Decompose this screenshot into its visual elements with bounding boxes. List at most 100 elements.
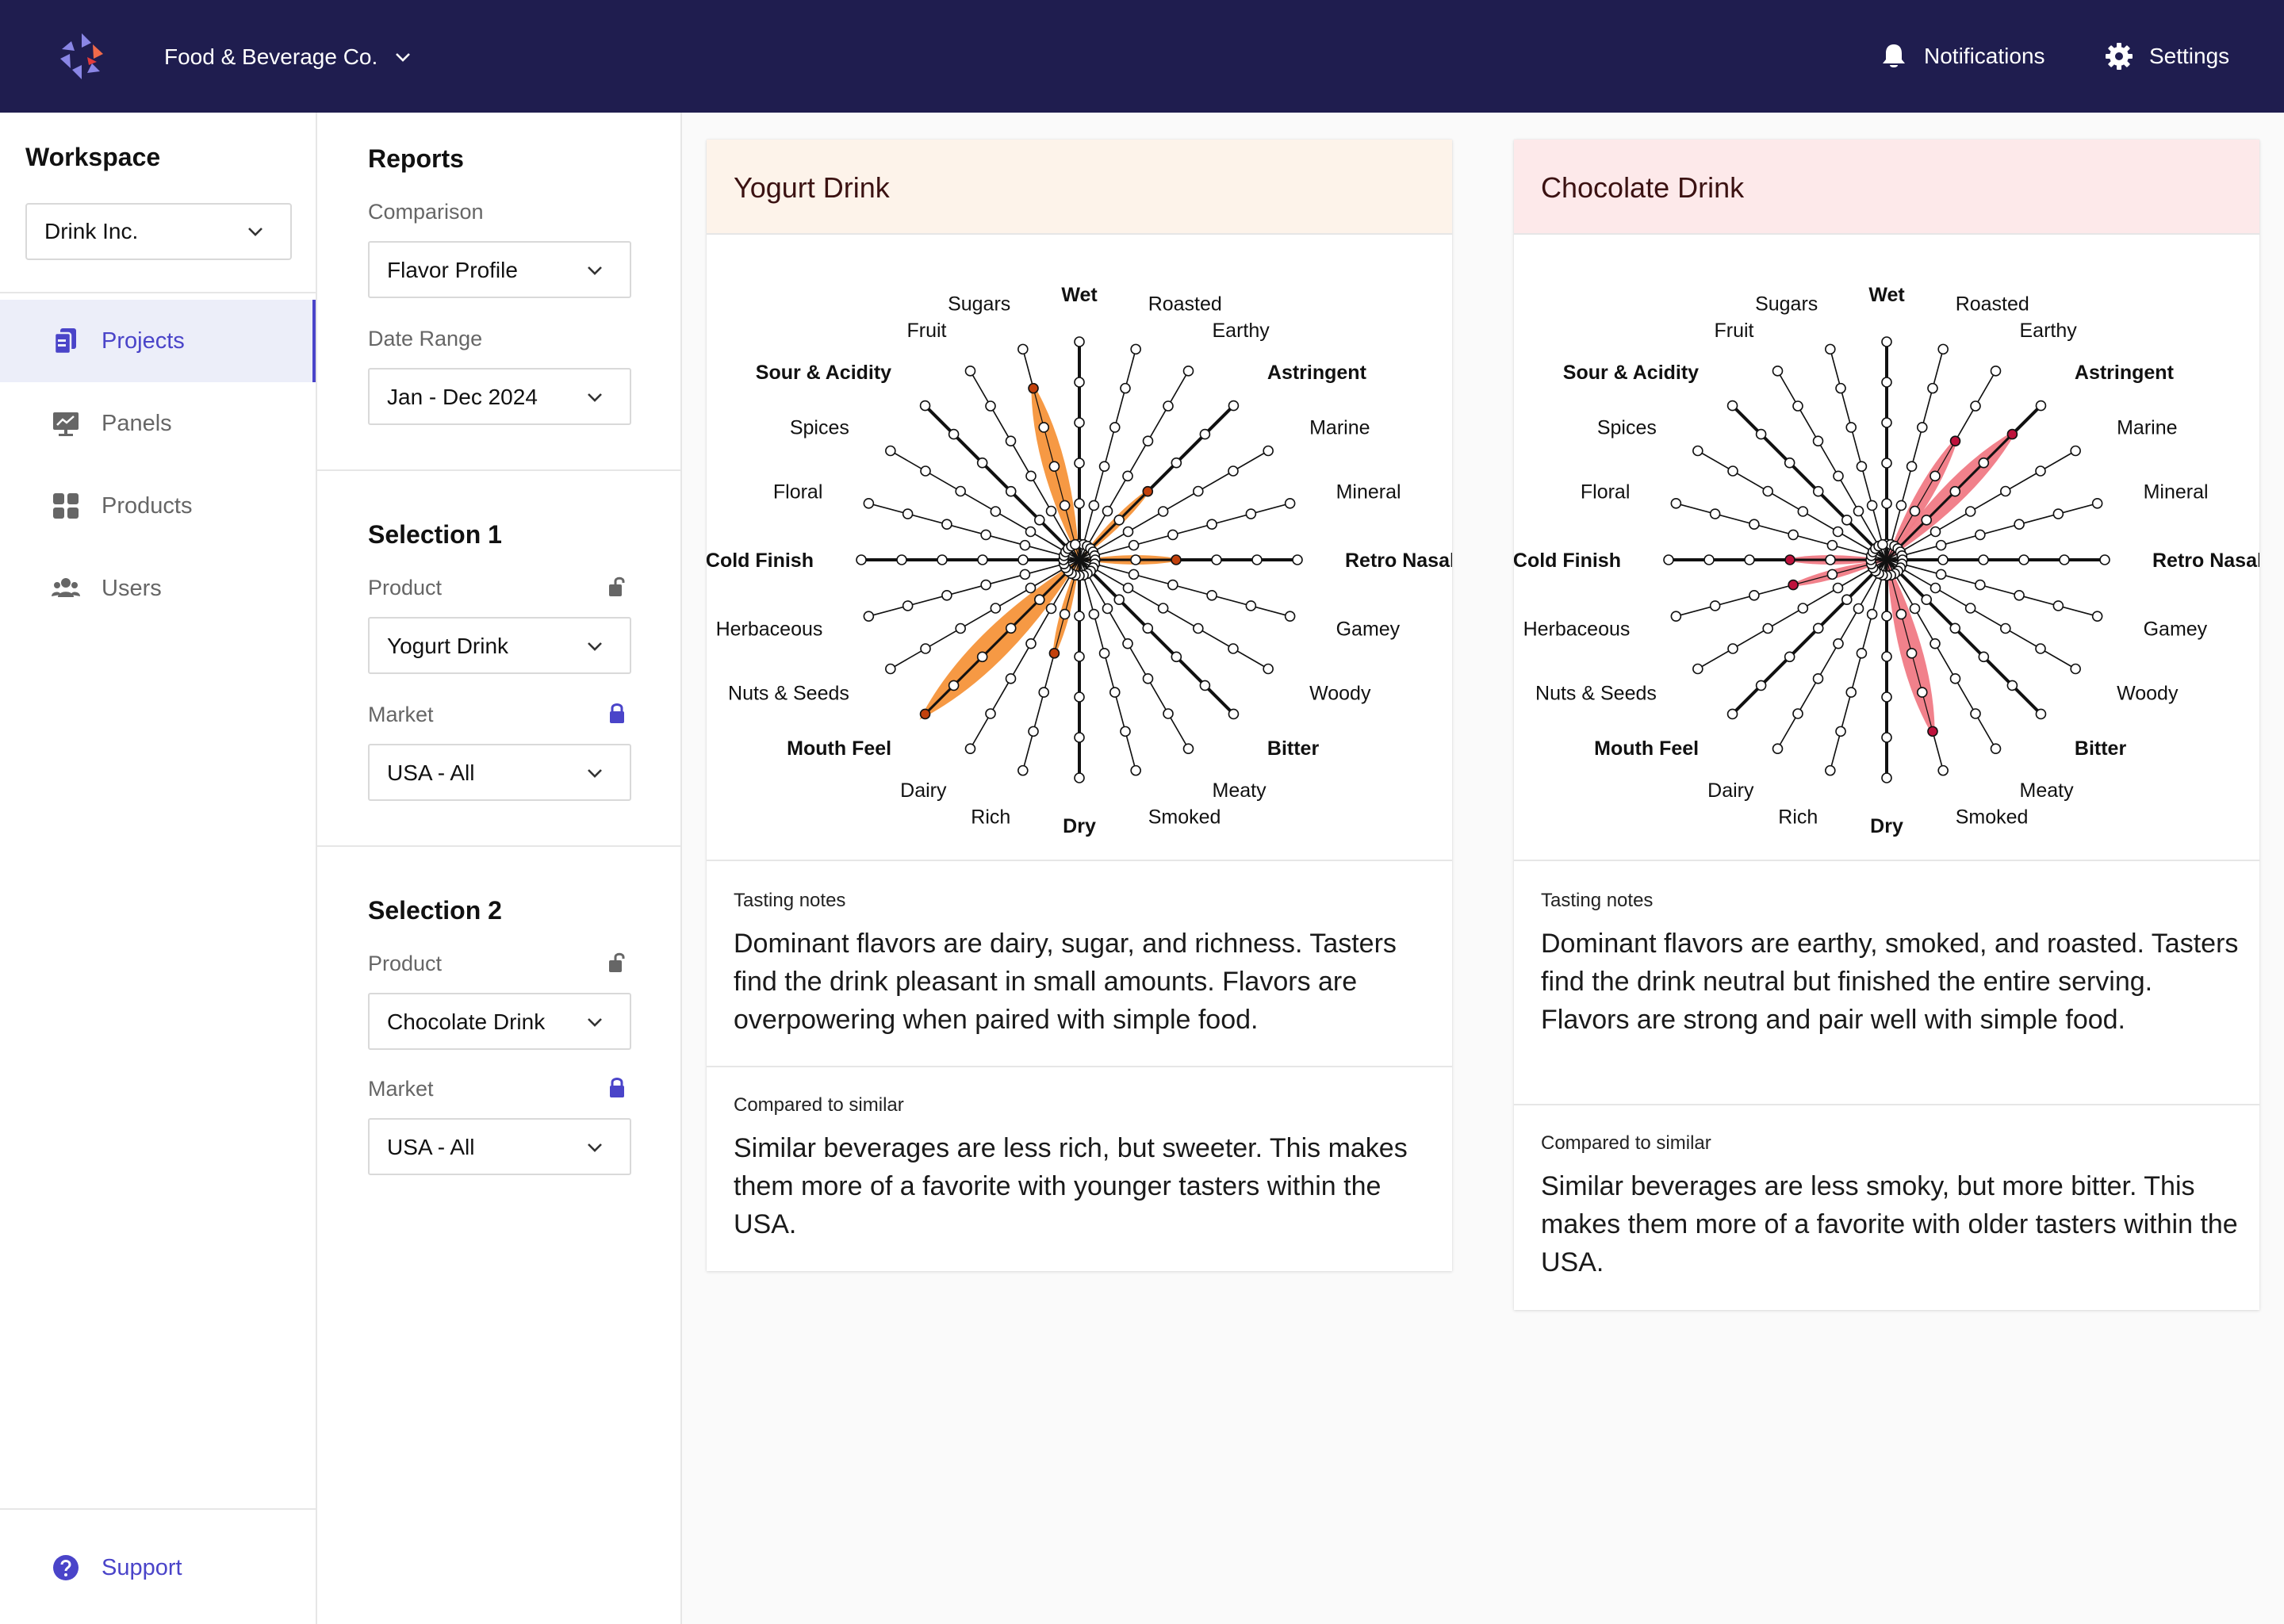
chevron-down-icon [588,1018,602,1027]
radar-scale-point [856,554,867,565]
sidebar-item-products[interactable]: Products [0,465,316,547]
radar-scale-point [1975,579,1986,591]
selection-1-market-select[interactable]: USA - All [368,744,631,801]
radar-scale-point [1122,582,1134,594]
radar-scale-point [976,651,988,663]
radar-category-label: Herbaceous [1523,619,1631,641]
radar-scale-point [990,506,1002,517]
tasting-notes-label: Tasting notes [1541,890,1654,911]
radar-scale-point [1709,600,1721,611]
radar-category-label: Cold Finish [1514,550,1621,572]
radar-scale-point [1098,461,1110,472]
radar-category-label: Sour & Acidity [1563,362,1699,384]
selection-2-product-value: Chocolate Drink [387,1009,546,1034]
radar-scale-point [1909,505,1921,517]
radar-scale-point [1211,554,1222,565]
radar-category-label: Mineral [1336,481,1401,503]
tasting-notes-text: Dominant flavors are dairy, sugar, and r… [734,929,1397,1035]
sidebar-item-users[interactable]: Users [0,547,316,630]
chevron-down-icon [588,642,602,651]
radar-scale-point [1142,673,1154,684]
radar-scale-point [1074,377,1085,388]
divider [707,1066,1452,1067]
radar-scale-point [1755,428,1767,440]
radar-scale-point [1744,554,1755,565]
radar-category-label: Nuts & Seeds [1535,683,1657,705]
radar-scale-point [1228,643,1239,654]
radar-scale-point [1835,382,1846,394]
radar-scale-point [1005,622,1017,634]
notifications-button[interactable]: Notifications [1878,38,2045,75]
radar-scale-point [863,611,875,622]
radar-scale-point [1670,611,1682,622]
radar-scale-point [1120,382,1131,394]
radar-scale-point [1726,400,1738,412]
company-logo-icon[interactable] [56,30,108,82]
unlock-icon[interactable] [604,574,630,599]
radar-category-label: Smoked [1956,806,2029,829]
organization-chevron-down-icon[interactable] [392,46,414,68]
radar-scale-point [1812,622,1824,634]
radar-scale-point [1833,470,1844,482]
radar-scale-point [985,708,996,719]
lock-icon[interactable] [604,1075,630,1101]
radar-category-label: Bitter [2075,737,2127,760]
selection-2-market-select[interactable]: USA - All [368,1118,631,1175]
radar-scale-point [1128,539,1140,551]
radar-scale-point [2035,465,2046,477]
radar-scale-point [1937,554,1949,565]
radar-category-label: Herbaceous [716,619,823,641]
radar-scale-point [1692,445,1703,457]
lock-icon[interactable] [604,701,630,726]
radar-scale-point [1163,400,1174,412]
radar-scale-point [1070,538,1081,550]
radar-scale-point [1949,622,1961,634]
radar-scale-point [1792,708,1803,719]
radar-scale-point [1074,611,1085,622]
reports-title: Reports [368,144,464,173]
selection-2-title: Selection 2 [368,896,502,925]
radar-scale-point [1074,772,1085,783]
support-link[interactable]: Support [0,1540,316,1595]
sidebar-item-projects[interactable]: Projects [0,300,316,382]
radar-scale-point [1895,608,1907,620]
radar-scale-point [885,445,896,457]
sidebar-item-label: Projects [102,327,185,354]
radar-scale-point [1228,465,1239,477]
radar-category-label: Floral [773,481,823,503]
settings-button[interactable]: Settings [2103,38,2229,75]
sidebar: Workspace Drink Inc. Projects Panels Pro [0,113,317,1624]
radar-value-point [1142,485,1154,497]
radar-scale-point [1845,422,1857,433]
selection-1-product-select[interactable]: Yogurt Drink [368,617,631,674]
sidebar-item-label: Panels [102,410,172,436]
radar-scale-point [1916,687,1928,698]
radar-scale-point [1113,594,1125,606]
radar-category-label: Sugars [948,293,1010,315]
sidebar-item-panels[interactable]: Panels [0,382,316,465]
radar-category-label: Mineral [2144,481,2209,503]
radar-scale-point [1292,554,1303,565]
radar-scale-point [1048,461,1060,472]
workspace-select[interactable]: Drink Inc. [25,203,292,260]
radar-scale-point [976,457,988,469]
selection-2-product-select[interactable]: Chocolate Drink [368,993,631,1050]
radar-scale-point [1762,485,1773,497]
radar-scale-point [1102,603,1113,615]
radar-scale-point [1017,764,1029,776]
chevron-down-icon [588,266,602,275]
radar-value-point [1784,554,1795,565]
radar-scale-point [1856,461,1868,472]
radar-scale-point [985,400,996,412]
unlock-icon[interactable] [604,950,630,975]
organization-name[interactable]: Food & Beverage Co. [164,44,378,69]
comparison-select[interactable]: Flavor Profile [368,241,631,298]
radar-category-label: Gamey [2144,619,2208,641]
panels-icon [53,412,79,436]
radar-value-point [919,708,931,720]
radar-scale-point [1826,539,1838,551]
date-range-select[interactable]: Jan - Dec 2024 [368,368,631,425]
comparison-value: Flavor Profile [387,258,518,282]
radar-scale-point [2091,498,2103,509]
radar-category-label: Sour & Acidity [756,362,891,384]
